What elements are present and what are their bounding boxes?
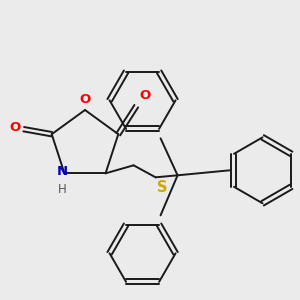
Text: H: H bbox=[58, 183, 67, 196]
Text: O: O bbox=[10, 121, 21, 134]
Text: N: N bbox=[57, 165, 68, 178]
Text: S: S bbox=[157, 180, 167, 195]
Text: O: O bbox=[139, 89, 151, 102]
Text: O: O bbox=[80, 93, 91, 106]
